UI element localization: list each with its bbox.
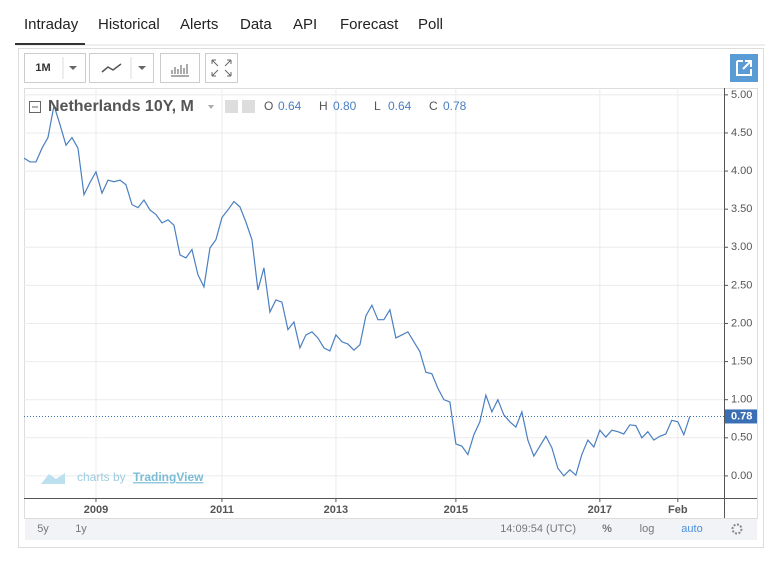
ohlc: O 0.64 H 0.80 L 0.64 C 0.78 — [264, 99, 467, 113]
tab[interactable]: Data — [240, 16, 272, 33]
line-icon — [101, 63, 122, 73]
y-tick-label: 0.00 — [731, 470, 752, 482]
tab[interactable]: Alerts — [180, 16, 218, 33]
dropdown-arrow — [69, 66, 77, 70]
grid: 0.00 0.50 1.00 1.50 2.00 2.50 3.00 3.50 4.00 4.50… — [24, 88, 752, 516]
dropdown-arrow — [138, 66, 146, 70]
tab[interactable]: Intraday — [24, 16, 79, 33]
marks: 0.78 — [23, 105, 757, 477]
settings-gear[interactable] — [731, 523, 743, 535]
last-price-box — [725, 409, 757, 424]
y-tick-label: 0.50 — [731, 432, 752, 444]
tab[interactable]: Poll — [418, 16, 443, 33]
x-tick-label: Feb — [668, 504, 688, 516]
y-tick-label: 3.00 — [731, 241, 752, 253]
ohlc-name: C — [429, 99, 438, 113]
y-tick-label: 2.50 — [731, 279, 752, 291]
interval-label: 1M — [35, 62, 50, 74]
indicators-button[interactable] — [160, 53, 200, 83]
ohlc-name: O — [264, 99, 273, 113]
x-tick-label: 2009 — [84, 504, 108, 516]
range-button[interactable]: 1y — [75, 523, 87, 535]
y-tick-label: 4.00 — [731, 165, 752, 177]
percent-toggle[interactable]: % — [602, 523, 612, 535]
ohlc-value: 0.78 — [443, 99, 467, 113]
fullscreen-button[interactable] — [205, 53, 238, 83]
clock: 14:09:54 (UTC) — [500, 523, 576, 535]
y-tick-label: 1.00 — [731, 394, 752, 406]
plot-frame — [24, 88, 758, 519]
price-line — [23, 105, 691, 477]
fullscreen-icon — [211, 59, 232, 77]
auto-toggle[interactable]: auto — [681, 523, 702, 535]
tab[interactable]: Forecast — [340, 16, 399, 33]
y-tick-label: 4.50 — [731, 127, 752, 139]
y-tick-label: 2.00 — [731, 317, 752, 329]
last-price-label: 0.78 — [731, 410, 752, 422]
watermark-logo — [41, 473, 65, 484]
x-tick-label: 2015 — [444, 504, 468, 516]
x-tick-label: 2017 — [588, 504, 612, 516]
ohlc-value: 0.64 — [278, 99, 302, 113]
log-toggle[interactable]: log — [640, 523, 655, 535]
y-tick-label: 5.00 — [731, 89, 752, 101]
x-tick-label: 2013 — [324, 504, 348, 516]
popout-icon — [736, 60, 752, 76]
ohlc-value: 0.80 — [333, 99, 357, 113]
settings-icon[interactable] — [242, 100, 255, 113]
ohlc-name: H — [319, 99, 328, 113]
y-tick-label: 3.50 — [731, 203, 752, 215]
bottom-bar — [25, 518, 757, 540]
ohlc-value: 0.64 — [388, 99, 412, 113]
eye-icon[interactable] — [225, 100, 238, 113]
title-arrow — [208, 105, 214, 109]
y-tick-label: 1.50 — [731, 355, 752, 367]
tab[interactable]: API — [293, 16, 317, 33]
watermark-prefix: charts by — [77, 470, 126, 484]
watermark-brand[interactable]: TradingView — [133, 470, 204, 484]
ohlc-name: L — [374, 99, 381, 113]
range-button[interactable]: 5y — [37, 523, 49, 535]
tabs: Intraday Historical Alerts Data API Forecast P… — [24, 16, 443, 33]
indicators-icon — [171, 64, 189, 77]
tab[interactable]: Historical — [98, 16, 160, 33]
x-tick-label: 2011 — [210, 504, 234, 516]
interval-button[interactable] — [24, 53, 86, 83]
chart-title: Netherlands 10Y, M — [48, 98, 194, 115]
